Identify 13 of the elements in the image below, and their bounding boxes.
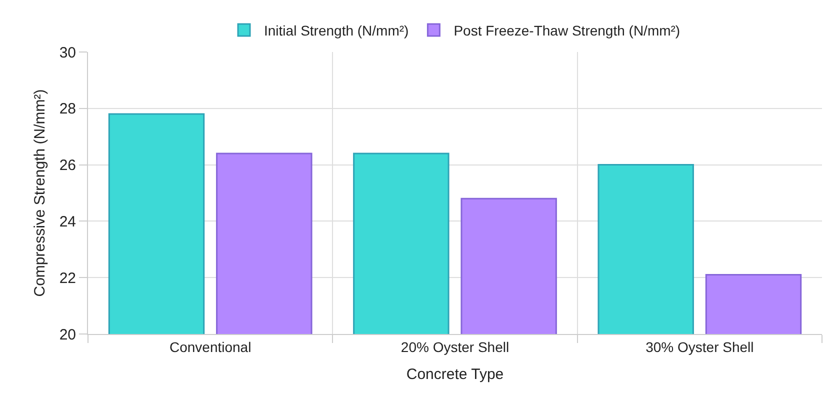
x-axis-title: Concrete Type bbox=[406, 366, 504, 383]
y-tick-label: 24 bbox=[59, 213, 76, 230]
legend-label: Initial Strength (N/mm²) bbox=[264, 22, 409, 38]
y-tick-label: 22 bbox=[59, 270, 76, 287]
y-tick-label: 28 bbox=[59, 100, 76, 118]
x-tick-label: 30% Oyster Shell bbox=[646, 338, 754, 355]
y-tick-label: 30 bbox=[59, 44, 76, 62]
y-tick-label: 20 bbox=[59, 326, 76, 344]
x-tick-label: 20% Oyster Shell bbox=[400, 338, 510, 355]
x-tick-label: Conventional bbox=[169, 338, 252, 355]
legend-label: Post Freeze-Thaw Strength (N/mm²) bbox=[454, 22, 680, 38]
y-tick-label: 26 bbox=[59, 157, 76, 174]
y-axis-title: Compressive Strength (N/mm²) bbox=[32, 89, 49, 297]
